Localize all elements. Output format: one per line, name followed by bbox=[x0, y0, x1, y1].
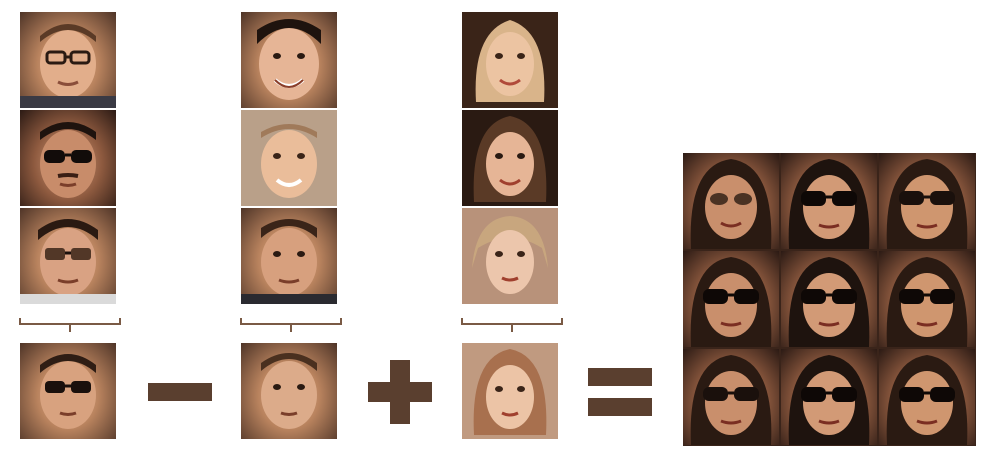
face-woman-1 bbox=[462, 12, 558, 108]
result-face-3 bbox=[879, 153, 975, 249]
face-man-glasses-1 bbox=[20, 12, 116, 108]
result-face-5 bbox=[781, 251, 877, 347]
plus-operator-vertical bbox=[390, 360, 410, 424]
result-face-2 bbox=[781, 153, 877, 249]
result-face-4 bbox=[683, 251, 779, 347]
face-man-glasses-3 bbox=[20, 208, 116, 304]
face-man-plain-3 bbox=[241, 208, 337, 304]
equals-operator-bottom bbox=[588, 398, 652, 416]
output-grid-women-sunglasses bbox=[683, 153, 976, 446]
avg-face-woman bbox=[462, 343, 558, 439]
face-woman-3 bbox=[462, 208, 558, 304]
bracket-column-3 bbox=[461, 318, 563, 332]
minus-operator bbox=[148, 383, 212, 401]
avg-face-man-plain bbox=[241, 343, 337, 439]
face-man-plain-1 bbox=[241, 12, 337, 108]
result-face-7 bbox=[683, 349, 779, 445]
result-face-6 bbox=[879, 251, 975, 347]
face-man-plain-2 bbox=[241, 110, 337, 206]
face-woman-2 bbox=[462, 110, 558, 206]
result-face-8 bbox=[781, 349, 877, 445]
bracket-column-1 bbox=[19, 318, 121, 332]
equals-operator-top bbox=[588, 368, 652, 386]
face-man-sunglasses-2 bbox=[20, 110, 116, 206]
avg-face-man-glasses bbox=[20, 343, 116, 439]
bracket-column-2 bbox=[240, 318, 342, 332]
result-face-1 bbox=[683, 153, 779, 249]
result-face-9 bbox=[879, 349, 975, 445]
